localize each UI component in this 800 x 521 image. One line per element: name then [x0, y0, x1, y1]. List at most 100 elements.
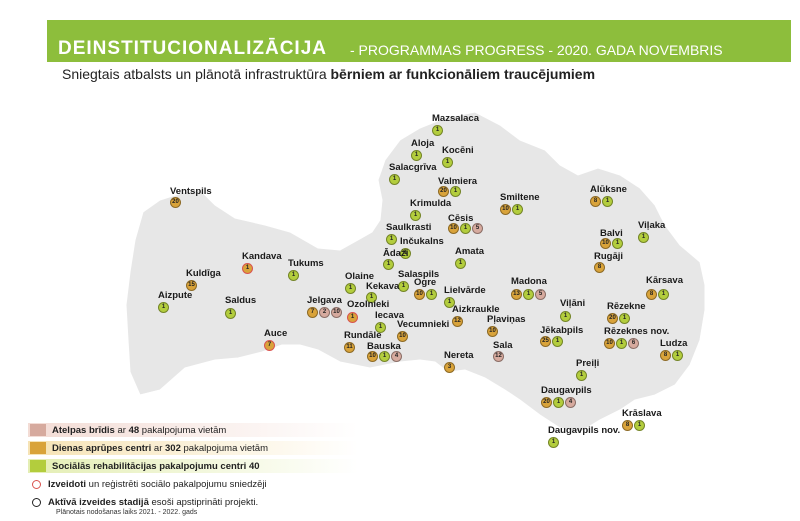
- service-badge-green: 1: [288, 270, 299, 281]
- service-badge-green: 1: [560, 311, 571, 322]
- badge-group-madona: 13 1 5: [511, 289, 546, 300]
- service-badge-pink: 2: [319, 307, 330, 318]
- legend-respite-title: Atelpas brīdis: [52, 424, 115, 436]
- badge-group-smiltene: 10 1: [500, 204, 523, 215]
- legend-rehab-title: Sociālās rehabilitācijas pakalpojumu cen…: [52, 460, 247, 472]
- place-label-ventspils: Ventspils: [170, 186, 212, 197]
- badge-group-olaine: 1: [345, 283, 356, 294]
- service-badge-green: 1: [616, 338, 627, 349]
- place-label-saulkrasti: Saulkrasti: [386, 222, 432, 233]
- service-badge-orange: 8: [660, 350, 671, 361]
- badge-group-saldus: 1: [225, 308, 236, 319]
- service-badge-orange: 7: [264, 340, 275, 351]
- legend-daycare-pre: ar: [153, 442, 163, 454]
- service-badge-pink: 10: [331, 307, 342, 318]
- legend: Atelpas brīdis ar 48 pakalpojuma vietām …: [28, 421, 358, 516]
- service-badge-orange: 15: [186, 280, 197, 291]
- service-badge-green: 1: [158, 302, 169, 313]
- service-badge-green: 1: [638, 232, 649, 243]
- service-badge-orange: 10: [397, 331, 408, 342]
- badge-group-sala: 12: [493, 351, 504, 362]
- place-label-koceni: Kocēni: [442, 145, 474, 156]
- place-label-vilani: Viļāni: [560, 298, 586, 309]
- place-label-valmiera: Valmiera: [438, 176, 478, 187]
- place-label-kraslava: Krāslava: [622, 408, 662, 419]
- service-badge-orange: 8: [594, 262, 605, 273]
- service-badge-green: 1: [389, 174, 400, 185]
- badge-group-kandava: 1: [242, 263, 253, 274]
- badge-group-valmiera: 20 1: [438, 186, 461, 197]
- legend-row-daycare: Dienas aprūpes centri ar 302 pakalpojuma…: [28, 439, 358, 457]
- subtitle-bold: bērniem ar funkcionāliem traucējumiem: [330, 66, 596, 82]
- service-badge-orange: 10: [367, 351, 378, 362]
- legend-respite-post: pakalpojuma vietām: [141, 424, 227, 436]
- badge-group-daugavpils-nov: 1: [548, 437, 559, 448]
- legend-row-active: Aktīvā izveides stadijā esoši apstiprinā…: [28, 493, 358, 511]
- badge-group-ozolnieki: 1: [347, 312, 358, 323]
- badge-group-rezeknes-nov: 10 1 6: [604, 338, 639, 349]
- banner-subtitle: - PROGRAMMAS PROGRESS - 2020. GADA NOVEM…: [350, 42, 723, 58]
- service-badge-orange: 8: [622, 420, 633, 431]
- service-badge-orange: 10: [448, 223, 459, 234]
- badge-group-aloja: 1: [411, 150, 422, 161]
- badge-group-vecumnieki: 10: [397, 331, 408, 342]
- badge-group-krimulda: 1: [410, 210, 421, 221]
- badge-group-vilaka: 1: [638, 232, 649, 243]
- place-label-ludza: Ludza: [660, 338, 688, 349]
- badge-group-lielvarde: 1: [444, 297, 455, 308]
- place-label-kuldiga: Kuldīga: [186, 268, 221, 279]
- service-badge-pink: 12: [493, 351, 504, 362]
- service-badge-green: 1: [432, 125, 443, 136]
- place-label-jekabpils: Jēkabpils: [540, 325, 584, 336]
- service-badge-orange: 10: [604, 338, 615, 349]
- place-label-rezekne: Rēzekne: [607, 301, 646, 312]
- service-badge-green: 1: [386, 234, 397, 245]
- badge-group-plavinas: 10: [487, 326, 498, 337]
- service-badge-orange: 1: [347, 312, 358, 323]
- place-label-rundale: Rundāle: [344, 330, 382, 341]
- service-badge-green: 1: [455, 258, 466, 269]
- badge-group-iecava: 1: [375, 322, 386, 333]
- legend-row-respite: Atelpas brīdis ar 48 pakalpojuma vietām: [28, 421, 358, 439]
- place-label-jelgava: Jelgava: [307, 295, 342, 306]
- service-badge-orange: 20: [438, 186, 449, 197]
- service-badge-green: 1: [658, 289, 669, 300]
- service-badge-green: 1: [576, 370, 587, 381]
- place-label-tukums: Tukums: [288, 258, 324, 269]
- service-badge-green: 1: [548, 437, 559, 448]
- badge-group-kuldiga: 15: [186, 280, 197, 291]
- badge-group-rugaji: 8: [594, 262, 605, 273]
- place-label-daugavpils-nov: Daugavpils nov.: [548, 425, 621, 436]
- banner-title: DEINSTITUCIONALIZĀCIJA: [58, 38, 327, 59]
- badge-group-daugavpils: 20 1 4: [541, 397, 576, 408]
- badge-group-preili: 1: [576, 370, 587, 381]
- service-badge-green: 1: [366, 292, 377, 303]
- legend-row-created: Izveidoti un reģistrēti sociālo pakalpoj…: [28, 475, 358, 493]
- place-label-kandava: Kandava: [242, 251, 282, 262]
- badge-group-tukums: 1: [288, 270, 299, 281]
- subtitle-plain: Sniegtais atbalsts un plānotā infrastruk…: [62, 66, 331, 82]
- place-label-ozolnieki: Ozolnieki: [347, 299, 390, 310]
- service-badge-orange: 20: [541, 397, 552, 408]
- badge-group-aizkraukle: 12: [452, 316, 463, 327]
- legend-row-rehab: Sociālās rehabilitācijas pakalpojumu cen…: [28, 457, 358, 475]
- badge-group-saulkrasti: 1: [386, 234, 397, 245]
- badge-group-nereta: 3: [444, 362, 455, 373]
- service-badge-orange: 7: [307, 307, 318, 318]
- badge-group-ventspils: 20: [170, 197, 181, 208]
- place-label-aloja: Aloja: [411, 138, 435, 149]
- place-label-sala: Sala: [493, 340, 513, 351]
- legend-swatch-daycare: [30, 442, 46, 454]
- legend-daycare-title: Dienas aprūpes centri: [52, 442, 152, 454]
- black-ring-icon: [32, 497, 41, 507]
- place-label-iecava: Iecava: [375, 310, 405, 321]
- legend-swatch-rehab: [30, 460, 46, 472]
- place-label-salacgriva: Salacgrīva: [389, 162, 437, 173]
- place-label-adazi: Ādaži: [383, 248, 409, 259]
- badge-group-jekabpils: 25 1: [540, 336, 563, 347]
- service-badge-green: 1: [345, 283, 356, 294]
- place-label-aizpute: Aizpute: [158, 290, 193, 301]
- service-badge-green: 1: [400, 248, 411, 259]
- service-badge-orange: 8: [646, 289, 657, 300]
